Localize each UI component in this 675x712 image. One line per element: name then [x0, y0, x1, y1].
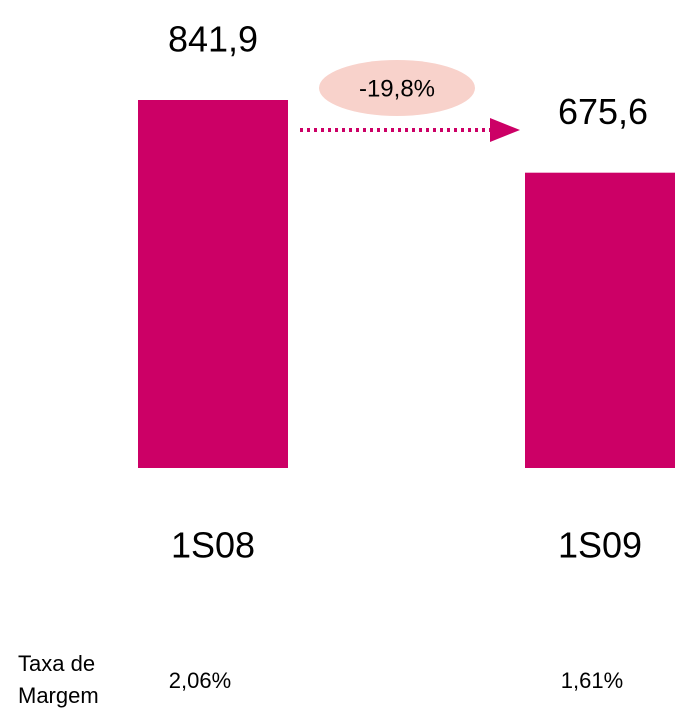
bar — [138, 100, 288, 468]
annotation: -19,8% — [359, 75, 435, 102]
row-label: Margem — [18, 683, 99, 708]
row-value: 1,61% — [561, 668, 623, 693]
category-label: 1S09 — [558, 525, 642, 566]
bar — [525, 172, 675, 469]
category-label: 1S08 — [171, 525, 255, 566]
arrow-head — [490, 118, 520, 142]
value-label: 841,9 — [168, 19, 258, 60]
row-value: 2,06% — [169, 668, 231, 693]
row-label: Taxa de — [18, 651, 95, 676]
annotation-bubble — [319, 60, 475, 116]
value-label: 675,6 — [558, 91, 648, 132]
